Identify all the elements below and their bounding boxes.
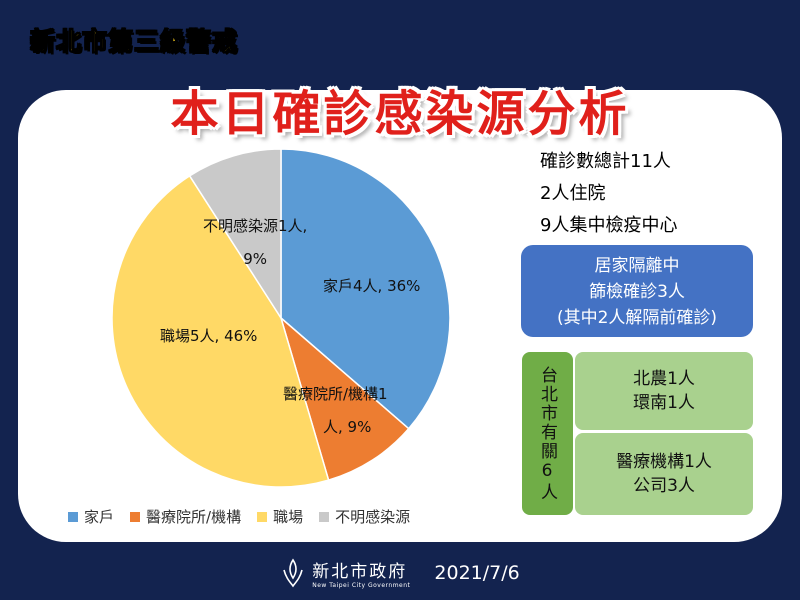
data-label-unknown: 不明感染源1人, 9%	[203, 217, 308, 268]
banner-title: 新北市第三級警戒	[29, 27, 239, 57]
city-emblem-icon	[283, 558, 304, 588]
legend-label: 家戶	[84, 508, 115, 526]
legend-swatch	[130, 511, 141, 522]
footer: 新北市政府 New Taipei City Government 2021/7/…	[0, 550, 800, 596]
legend-label: 職場	[273, 508, 304, 526]
stat-hospitalized: 2人住院	[540, 183, 606, 204]
legend-swatch	[68, 511, 78, 522]
taipei-medical-box: 醫療機構1人 公司3人	[575, 433, 753, 515]
taipei-line: 醫療機構1人	[616, 452, 712, 472]
legend-item-workplace: 職場	[257, 506, 303, 527]
pie-slice-medical	[279, 315, 410, 482]
taipei-line: 環南1人	[633, 393, 695, 413]
pie-slice-workplace	[111, 174, 330, 488]
legend-swatch	[319, 511, 330, 522]
taipei-line: 公司3人	[633, 476, 695, 496]
pie-slice-unknown	[188, 148, 282, 321]
data-label-workplace: 職場5人, 46%	[160, 327, 258, 345]
stats-block: 確診數總計11人 2人住院 9人集中檢疫中心	[540, 146, 677, 242]
data-label-household: 家戶4人, 36%	[323, 277, 421, 295]
legend-label: 不明感染源	[335, 508, 411, 526]
logo-text-en: New Taipei City Government	[312, 582, 411, 589]
logo-text-cn: 新北市政府	[312, 562, 408, 582]
legend-label: 醫療院所/機構	[146, 508, 242, 526]
government-logo: 新北市政府 New Taipei City Government	[280, 557, 410, 589]
stat-quarantine: 9人集中檢疫中心	[540, 215, 678, 236]
legend-item-medical: 醫療院所/機構	[130, 506, 241, 527]
taipei-line: 北農1人	[633, 369, 695, 389]
home-isolation-box: 居家隔離中 篩檢確診3人 (其中2人解隔前確診)	[521, 245, 753, 337]
legend-swatch	[257, 511, 268, 522]
chart-legend: 家戶 醫療院所/機構 職場 不明感染源	[68, 506, 410, 527]
legend-item-household: 家戶	[68, 506, 114, 527]
report-date: 2021/7/6	[434, 562, 520, 584]
home-isolation-line: (其中2人解隔前確診)	[556, 308, 718, 328]
data-label-medical: 醫療院所/機構1 人, 9%	[283, 385, 388, 436]
home-isolation-line: 居家隔離中	[594, 256, 680, 276]
stat-total: 確診數總計11人	[540, 151, 671, 172]
pie-slice-household	[280, 148, 451, 430]
legend-item-unknown: 不明感染源	[319, 506, 410, 527]
home-isolation-line: 篩檢確診3人	[589, 282, 685, 302]
taipei-label: 台北市有關6人	[522, 352, 573, 515]
taipei-market-box: 北農1人 環南1人	[575, 352, 753, 430]
page-title: 本日確診感染源分析	[170, 86, 630, 142]
